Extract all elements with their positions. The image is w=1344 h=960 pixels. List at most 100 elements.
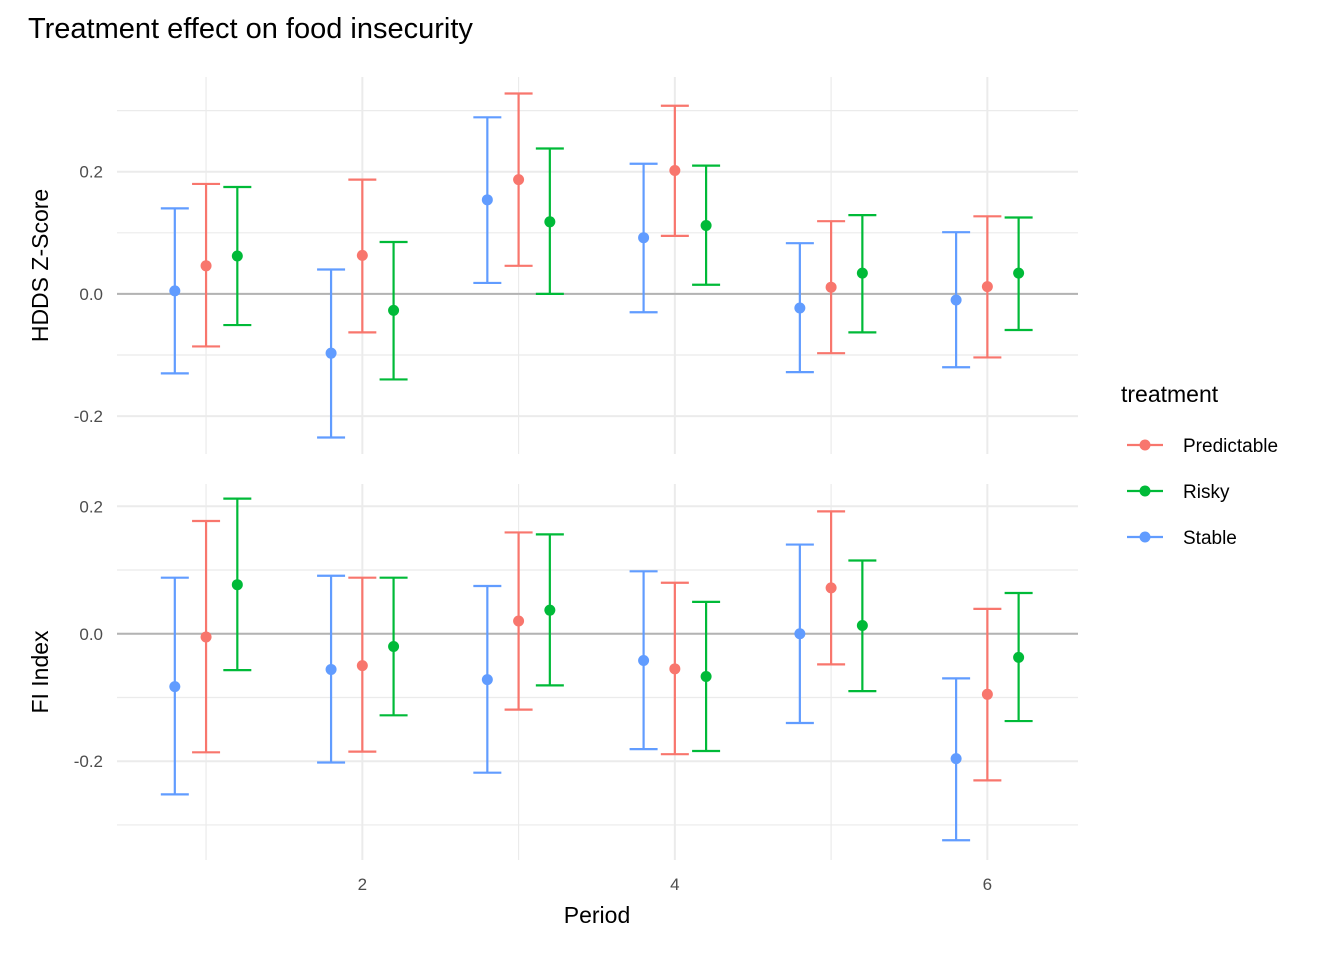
y-tick-label: 0.0 xyxy=(79,285,103,304)
errorbar-risky xyxy=(535,533,564,687)
point-estimate-stable xyxy=(481,674,493,686)
panel-hdds-marks xyxy=(160,92,1033,439)
point-estimate-predictable xyxy=(200,260,212,272)
errorbar-predictable xyxy=(973,215,1002,359)
point-estimate-stable xyxy=(794,302,806,314)
point-estimate-predictable xyxy=(981,688,993,700)
legend-label-predictable: Predictable xyxy=(1183,436,1278,457)
point-estimate-predictable xyxy=(669,663,681,675)
panel-fi-marks xyxy=(160,497,1033,842)
point-estimate-stable xyxy=(638,655,650,667)
errorbar-predictable xyxy=(348,178,377,334)
errorbar-predictable xyxy=(660,104,689,237)
errorbar-risky xyxy=(692,600,721,753)
errorbar-predictable xyxy=(504,92,533,267)
x-axis-ticks: 2 4 6 xyxy=(358,875,993,894)
errorbar-stable xyxy=(160,576,189,796)
errorbar-predictable xyxy=(817,510,846,666)
point-estimate-stable xyxy=(325,663,337,675)
legend-items: Predictable Risky Stable xyxy=(1127,436,1278,549)
x-tick-label: 6 xyxy=(983,875,992,894)
errorbar-risky xyxy=(1004,216,1033,332)
errorbar-predictable xyxy=(348,576,377,753)
point-estimate-stable xyxy=(638,232,650,244)
legend: treatment Predictable Risky Stable xyxy=(1121,381,1278,549)
point-estimate-risky xyxy=(1013,267,1025,279)
panel-hdds: -0.2 0.0 0.2 HDDS Z-Score xyxy=(27,77,1078,454)
point-estimate-stable xyxy=(950,294,962,306)
legend-key-point-risky xyxy=(1139,485,1151,497)
point-estimate-risky xyxy=(1013,651,1025,663)
errorbar-predictable xyxy=(192,182,221,348)
legend-label-risky: Risky xyxy=(1183,482,1230,503)
point-estimate-predictable xyxy=(825,582,837,594)
errorbar-risky xyxy=(535,147,564,296)
point-estimate-predictable xyxy=(356,249,368,261)
legend-item-predictable: Predictable xyxy=(1127,436,1278,457)
point-estimate-risky xyxy=(544,604,556,616)
errorbar-stable xyxy=(942,231,971,369)
errorbar-predictable xyxy=(817,220,846,355)
point-estimate-stable xyxy=(481,194,493,206)
point-estimate-risky xyxy=(231,250,243,262)
point-estimate-stable xyxy=(950,753,962,765)
y-tick-label: 0.2 xyxy=(79,163,103,182)
errorbar-stable xyxy=(317,268,346,439)
point-estimate-predictable xyxy=(513,615,525,627)
errorbar-risky xyxy=(379,576,408,717)
point-estimate-predictable xyxy=(825,281,837,293)
errorbar-stable xyxy=(785,543,814,725)
point-estimate-stable xyxy=(169,681,181,693)
point-estimate-predictable xyxy=(669,164,681,176)
panel-hdds-y-ticks: -0.2 0.0 0.2 xyxy=(74,163,103,426)
errorbar-stable xyxy=(317,574,346,764)
errorbar-risky xyxy=(223,497,252,672)
panel-hdds-grid xyxy=(117,77,1078,454)
y-tick-label: -0.2 xyxy=(74,407,103,426)
panel-fi-y-axis-title: FI Index xyxy=(27,630,53,714)
legend-title: treatment xyxy=(1121,381,1219,407)
errorbar-stable xyxy=(160,207,189,375)
x-tick-label: 4 xyxy=(670,875,679,894)
point-estimate-risky xyxy=(700,670,712,682)
panel-fi-grid xyxy=(117,484,1078,860)
point-estimate-stable xyxy=(794,628,806,640)
panel-hdds-y-axis-title: HDDS Z-Score xyxy=(27,189,53,342)
chart-title: Treatment effect on food insecurity xyxy=(28,13,473,45)
errorbar-stable xyxy=(785,242,814,374)
errorbar-risky xyxy=(848,559,877,693)
point-estimate-risky xyxy=(231,579,243,591)
errorbar-predictable xyxy=(973,607,1002,782)
legend-item-risky: Risky xyxy=(1127,482,1230,503)
x-tick-label: 2 xyxy=(358,875,367,894)
errorbar-risky xyxy=(223,185,252,327)
point-estimate-risky xyxy=(388,641,400,653)
point-estimate-predictable xyxy=(356,660,368,672)
point-estimate-risky xyxy=(856,267,868,279)
errorbar-risky xyxy=(692,164,721,286)
panel-fi-y-ticks: -0.2 0.0 0.2 xyxy=(74,497,103,771)
legend-key-point-predictable xyxy=(1139,439,1151,451)
point-estimate-risky xyxy=(544,216,556,228)
legend-item-stable: Stable xyxy=(1127,528,1237,549)
point-estimate-predictable xyxy=(981,281,993,293)
errorbar-stable xyxy=(942,677,971,842)
errorbar-risky xyxy=(848,213,877,334)
y-tick-label: 0.0 xyxy=(79,625,103,644)
point-estimate-risky xyxy=(856,619,868,631)
panel-fi: -0.2 0.0 0.2 FI Index xyxy=(27,484,1078,860)
errorbar-predictable xyxy=(660,581,689,756)
errorbar-stable xyxy=(473,584,502,774)
legend-key-point-stable xyxy=(1139,531,1151,543)
point-estimate-stable xyxy=(325,347,337,359)
errorbar-risky xyxy=(379,240,408,381)
errorbar-stable xyxy=(629,162,658,314)
errorbar-risky xyxy=(1004,591,1033,723)
errorbar-predictable xyxy=(504,531,533,711)
point-estimate-stable xyxy=(169,285,181,297)
point-estimate-predictable xyxy=(200,631,212,643)
y-tick-label: -0.2 xyxy=(74,752,103,771)
x-axis-title: Period xyxy=(564,902,630,928)
point-estimate-risky xyxy=(700,219,712,231)
